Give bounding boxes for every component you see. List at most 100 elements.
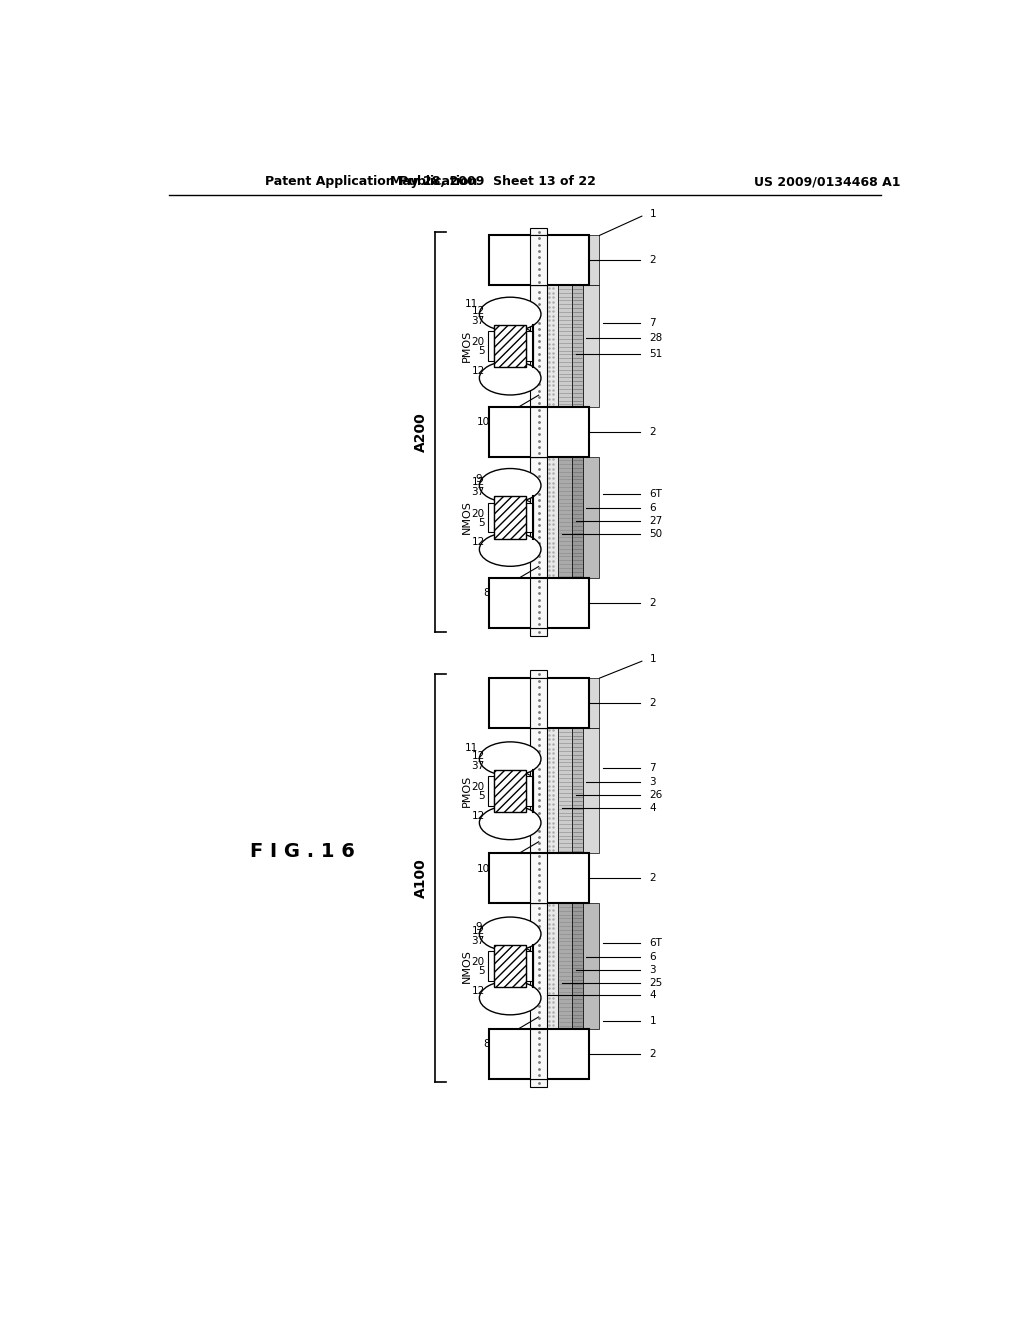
Text: 37: 37	[471, 315, 484, 326]
Bar	[530, 578, 547, 628]
Text: 12: 12	[471, 751, 484, 760]
Bar	[558, 285, 571, 407]
Text: 12: 12	[471, 478, 484, 487]
Bar	[583, 678, 599, 729]
Bar	[530, 729, 547, 853]
Bar	[571, 457, 583, 578]
Bar	[488, 853, 589, 903]
Bar	[583, 235, 599, 285]
Ellipse shape	[479, 532, 541, 566]
Text: 20: 20	[472, 337, 484, 347]
Text: 12: 12	[471, 986, 484, 997]
Bar	[571, 903, 583, 1028]
Bar	[494, 325, 526, 367]
Ellipse shape	[479, 805, 541, 840]
Bar	[571, 285, 583, 407]
Text: F I G . 1 6: F I G . 1 6	[250, 842, 354, 861]
Text: Patent Application Publication: Patent Application Publication	[265, 176, 477, 187]
Bar	[558, 729, 571, 853]
Ellipse shape	[479, 297, 541, 331]
Bar	[547, 235, 558, 285]
Text: 2: 2	[649, 874, 656, 883]
Text: May 28, 2009  Sheet 13 of 22: May 28, 2009 Sheet 13 of 22	[389, 176, 595, 187]
Bar	[526, 331, 532, 360]
Bar	[547, 729, 558, 853]
Text: 6: 6	[649, 503, 656, 513]
Text: A200: A200	[414, 412, 428, 451]
Bar	[558, 457, 571, 578]
Text: 1: 1	[650, 653, 657, 664]
Bar	[487, 952, 494, 981]
Ellipse shape	[479, 469, 541, 503]
Bar	[526, 776, 532, 805]
Bar	[530, 457, 547, 578]
Text: 1: 1	[649, 1016, 656, 1026]
Text: 51: 51	[649, 348, 663, 359]
Bar	[526, 503, 532, 532]
Text: 20: 20	[472, 781, 484, 792]
Text: 6T: 6T	[649, 937, 663, 948]
Text: 50: 50	[649, 529, 663, 540]
Bar	[547, 285, 558, 407]
Text: 7: 7	[649, 318, 656, 327]
Text: 3: 3	[649, 965, 656, 974]
Bar	[530, 285, 547, 407]
Bar	[547, 678, 558, 729]
Bar	[530, 678, 547, 729]
Ellipse shape	[479, 742, 541, 776]
Bar	[530, 407, 547, 457]
Bar	[530, 1078, 547, 1086]
Bar	[547, 903, 558, 1028]
Text: 6T: 6T	[649, 490, 663, 499]
Bar	[494, 496, 526, 539]
Bar	[487, 331, 494, 360]
Text: 2: 2	[649, 698, 656, 708]
Bar	[558, 678, 571, 729]
Bar	[530, 671, 547, 678]
Bar	[583, 457, 599, 578]
Bar	[530, 853, 547, 903]
Text: 4: 4	[649, 803, 656, 813]
Bar	[487, 503, 494, 532]
Bar	[526, 952, 532, 981]
Bar	[530, 227, 547, 235]
Bar	[583, 285, 599, 407]
Bar	[571, 678, 583, 729]
Text: 11: 11	[465, 298, 478, 309]
Bar	[547, 457, 558, 578]
Text: PMOS: PMOS	[462, 775, 472, 807]
Text: 2: 2	[649, 1048, 656, 1059]
Bar	[558, 903, 571, 1028]
Text: PMOS: PMOS	[462, 330, 472, 362]
Bar	[494, 945, 526, 987]
Text: NMOS: NMOS	[462, 500, 472, 535]
Text: A100: A100	[414, 858, 428, 898]
Ellipse shape	[479, 362, 541, 395]
Text: 26: 26	[649, 789, 663, 800]
Bar	[530, 903, 547, 1028]
Text: 20: 20	[472, 508, 484, 519]
Text: 7: 7	[649, 763, 656, 772]
Text: 5: 5	[478, 517, 484, 528]
Bar	[488, 235, 589, 285]
Bar	[488, 1028, 589, 1078]
Bar	[583, 903, 599, 1028]
Text: 12: 12	[471, 366, 484, 376]
Text: 25: 25	[649, 978, 663, 987]
Text: 9: 9	[476, 474, 482, 484]
Text: 1: 1	[650, 209, 657, 219]
Text: 27: 27	[649, 516, 663, 527]
Bar	[571, 235, 583, 285]
Text: 12: 12	[471, 925, 484, 936]
Text: 5: 5	[478, 791, 484, 801]
Text: 8: 8	[483, 1039, 490, 1049]
Text: 37: 37	[471, 760, 484, 771]
Text: 10: 10	[477, 863, 490, 874]
Text: 28: 28	[649, 334, 663, 343]
Text: 12: 12	[471, 306, 484, 315]
Text: 4: 4	[649, 990, 656, 1001]
Bar	[487, 776, 494, 805]
Text: 2: 2	[649, 256, 656, 265]
Ellipse shape	[479, 981, 541, 1015]
Text: 9: 9	[476, 923, 482, 932]
